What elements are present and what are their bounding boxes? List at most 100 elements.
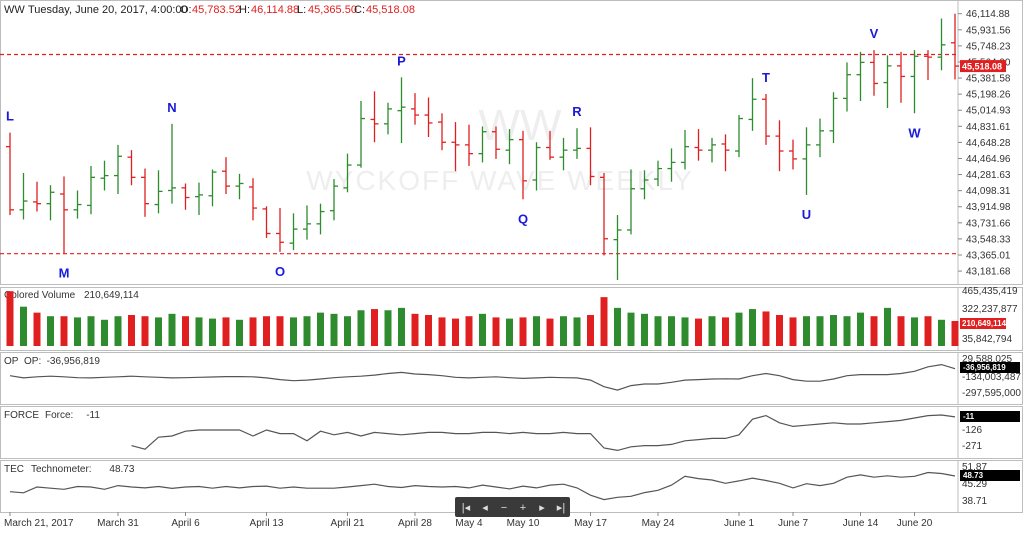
price-tick-label: 45,748.23 (966, 41, 1011, 52)
volume-bar-24 (330, 313, 338, 346)
volume-bar-51 (695, 318, 702, 346)
last-price-label: 45,518.08 (962, 62, 1002, 72)
x-axis-label: April 6 (171, 518, 200, 529)
volume-last-tag (960, 318, 1006, 329)
header-low-value: 45,365.50 (308, 4, 357, 16)
volume-bar-7 (101, 319, 108, 346)
volume-bar-53 (722, 317, 729, 346)
op-panel-value: -36,956,819 (47, 356, 101, 367)
header-high-label: H: (239, 4, 250, 16)
volume-bar-35 (479, 313, 486, 346)
x-axis-label: May 10 (507, 518, 540, 529)
volume-panel-title: Colored Volume (4, 290, 76, 301)
volume-bar-19 (263, 316, 270, 346)
op-tick-label: -134,003,487 (962, 372, 1021, 383)
nav-first-button[interactable]: |◂ (462, 502, 471, 514)
header-close-label: C: (354, 4, 365, 16)
force-panel-value: -11 (86, 410, 100, 421)
volume-bar-38 (519, 317, 527, 346)
volume-bar-5 (74, 317, 81, 346)
header-low-label: L: (297, 4, 306, 16)
nav-zoom-in-button[interactable]: + (520, 502, 526, 514)
tec-tick-label: 45.29 (962, 479, 987, 490)
volume-bar-9 (128, 315, 135, 346)
x-axis-label: April 21 (331, 518, 365, 529)
force-panel-frame (0, 406, 1023, 459)
force-tick-label: -126 (962, 425, 982, 436)
volume-bar-0 (6, 291, 14, 346)
price-tick-label: 44,281.63 (966, 170, 1011, 181)
volume-bar-36 (492, 317, 500, 346)
volume-bar-33 (452, 318, 459, 346)
op-panel-name: OP: (24, 356, 41, 367)
volume-bar-18 (249, 317, 257, 346)
nav-prev-button[interactable]: ◂ (482, 502, 488, 514)
price-panel-frame (0, 0, 1023, 285)
volume-bar-27 (371, 309, 378, 346)
volume-bar-31 (425, 315, 432, 346)
volume-bar-10 (141, 316, 149, 346)
last-price-tag (960, 60, 1006, 73)
volume-bar-42 (573, 317, 581, 346)
x-axis-label: April 13 (250, 518, 284, 529)
force-panel-name: Force: (45, 410, 73, 421)
price-tick-label: 46,114.88 (966, 9, 1010, 20)
volume-bar-63 (857, 312, 864, 346)
volume-bar-13 (182, 316, 189, 346)
chart-navigation-bar[interactable]: |◂ ◂ − + ▸ ▸| (455, 497, 570, 517)
volume-bar-56 (762, 311, 770, 346)
header-datetime: Tuesday, June 20, 2017, 4:00:00 (28, 4, 188, 16)
price-tick-label: 45,381.58 (966, 74, 1011, 85)
force-last-tag (960, 411, 1020, 422)
volume-bar-37 (506, 318, 513, 346)
force-series-line (131, 414, 956, 452)
x-axis-label: May 24 (642, 518, 675, 529)
op-series-line (9, 363, 956, 391)
price-tick-label: 43,548.33 (966, 234, 1011, 245)
volume-bar-48 (654, 316, 662, 346)
volume-bar-28 (384, 310, 392, 346)
volume-bar-23 (317, 312, 324, 346)
op-panel-title: OP (4, 356, 19, 367)
nav-next-button[interactable]: ▸ (539, 502, 545, 514)
x-axis-label: May 4 (455, 518, 483, 529)
header-high-value: 46,114.88 (251, 4, 299, 16)
tec-series-line (9, 471, 956, 501)
wave-label-P: P (397, 53, 406, 68)
tec-tick-label: 51.87 (962, 462, 987, 473)
nav-last-button[interactable]: ▸| (557, 502, 565, 514)
volume-bar-8 (114, 316, 122, 346)
header-open-label: O: (180, 4, 192, 16)
x-axis-label: June 1 (724, 518, 754, 529)
volume-bar-30 (411, 313, 419, 346)
volume-bar-22 (303, 316, 311, 346)
volume-bar-52 (708, 316, 716, 346)
volume-bar-3 (47, 316, 54, 346)
volume-bar-64 (870, 316, 878, 346)
volume-bar-47 (641, 313, 648, 346)
nav-zoom-out-button[interactable]: − (501, 502, 507, 514)
wave-label-W: W (908, 125, 921, 140)
volume-bar-59 (803, 316, 810, 346)
header-close-value: 45,518.08 (366, 4, 415, 16)
volume-bar-16 (222, 317, 230, 346)
tec-last-label: 48.73 (963, 471, 984, 480)
op-tick-label: -297,595,000 (962, 388, 1021, 399)
x-axis-label: June 20 (897, 518, 933, 529)
volume-bar-57 (776, 315, 783, 346)
volume-bar-26 (357, 310, 365, 346)
volume-bar-58 (789, 317, 797, 346)
price-tick-label: 45,014.93 (966, 106, 1011, 117)
price-tick-label: 45,198.26 (966, 90, 1011, 101)
volume-bar-11 (155, 317, 162, 346)
price-tick-label: 44,098.31 (966, 186, 1011, 197)
price-tick-label: 43,914.98 (966, 202, 1011, 213)
volume-bar-12 (168, 313, 176, 346)
volume-bar-69 (938, 319, 945, 346)
volume-bar-25 (344, 316, 351, 346)
x-axis-label: June 7 (778, 518, 808, 529)
volume-bar-46 (627, 312, 635, 346)
volume-bar-65 (884, 307, 891, 346)
volume-tick-label: 465,435,419 (962, 286, 1018, 297)
